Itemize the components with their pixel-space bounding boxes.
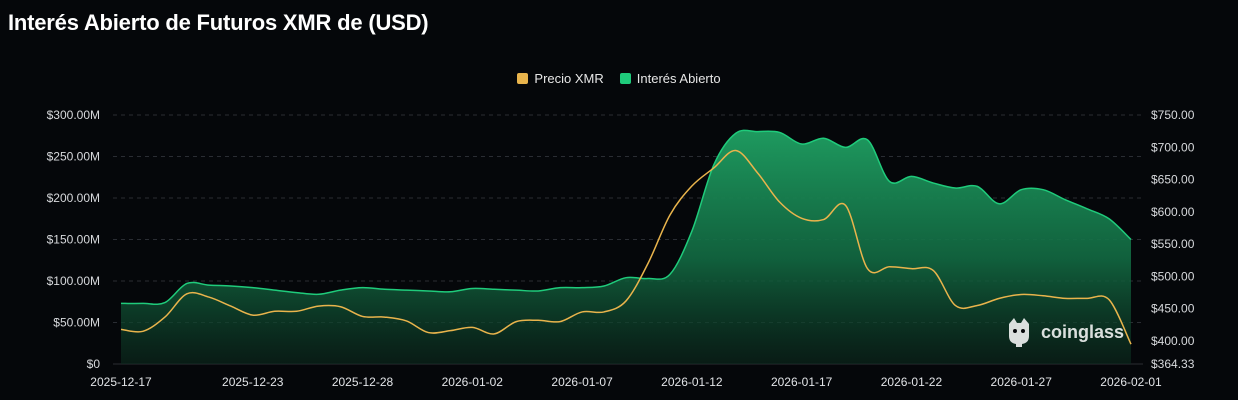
x-tick-label: 2026-01-12 (661, 375, 723, 389)
right-y-tick-label: $750.00 (1151, 108, 1195, 122)
left-y-tick-label: $100.00M (47, 274, 100, 288)
right-y-tick-label: $550.00 (1151, 237, 1195, 251)
x-tick-label: 2026-01-22 (881, 375, 943, 389)
right-y-tick-label: $364.33 (1151, 357, 1195, 371)
coinglass-logo-icon (1009, 318, 1029, 347)
coinglass-watermark: coinglass (1005, 316, 1124, 348)
left-y-tick-label: $300.00M (47, 108, 100, 122)
legend-swatch-open-interest (619, 73, 631, 84)
right-y-axis: $364.33 $400.00 $450.00 $500.00 $550.00 $600.… (1151, 108, 1195, 371)
right-y-tick-label: $600.00 (1151, 205, 1195, 219)
left-y-axis: $0 $50.00M $100.00M $150.00M $200.00M $250.00… (47, 108, 101, 371)
legend-label-open-interest: Interés Abierto (636, 71, 721, 86)
chart-title: Interés Abierto de Futuros XMR de (USD) (8, 10, 429, 35)
x-tick-label: 2026-01-27 (991, 375, 1053, 389)
x-tick-label: 2025-12-23 (222, 375, 284, 389)
x-tick-label: 2026-01-02 (442, 375, 504, 389)
x-tick-label: 2025-12-28 (332, 375, 394, 389)
chart-legend: Precio XMR Interés Abierto (0, 71, 1238, 86)
right-y-tick-label: $400.00 (1151, 334, 1195, 348)
right-y-tick-label: $450.00 (1151, 302, 1195, 316)
x-tick-label: 2025-12-17 (90, 375, 152, 389)
x-tick-label: 2026-01-17 (771, 375, 833, 389)
left-y-tick-label: $50.00M (53, 316, 100, 330)
left-y-tick-label: $150.00M (47, 233, 100, 247)
left-y-tick-label: $200.00M (47, 191, 100, 205)
x-tick-label: 2026-01-07 (551, 375, 613, 389)
right-y-tick-label: $700.00 (1151, 140, 1195, 154)
price-line (120, 149, 1132, 345)
left-y-tick-label: $0 (87, 357, 101, 371)
legend-item-open-interest[interactable]: Interés Abierto (619, 71, 721, 86)
legend-label-price: Precio XMR (534, 71, 604, 86)
x-tick-label: 2026-02-01 (1100, 375, 1162, 389)
legend-swatch-price (517, 73, 529, 84)
watermark-text: coinglass (1041, 321, 1125, 342)
right-y-tick-label: $650.00 (1151, 173, 1195, 187)
right-y-tick-label: $500.00 (1151, 269, 1195, 283)
plot-area (120, 129, 1132, 364)
x-axis: 2025-12-17 2025-12-23 2025-12-28 2026-01-02… (90, 375, 1162, 389)
left-y-tick-label: $250.00M (47, 150, 100, 164)
legend-item-price[interactable]: Precio XMR (517, 71, 604, 86)
open-interest-line (120, 129, 1132, 306)
open-interest-area (121, 130, 1131, 364)
